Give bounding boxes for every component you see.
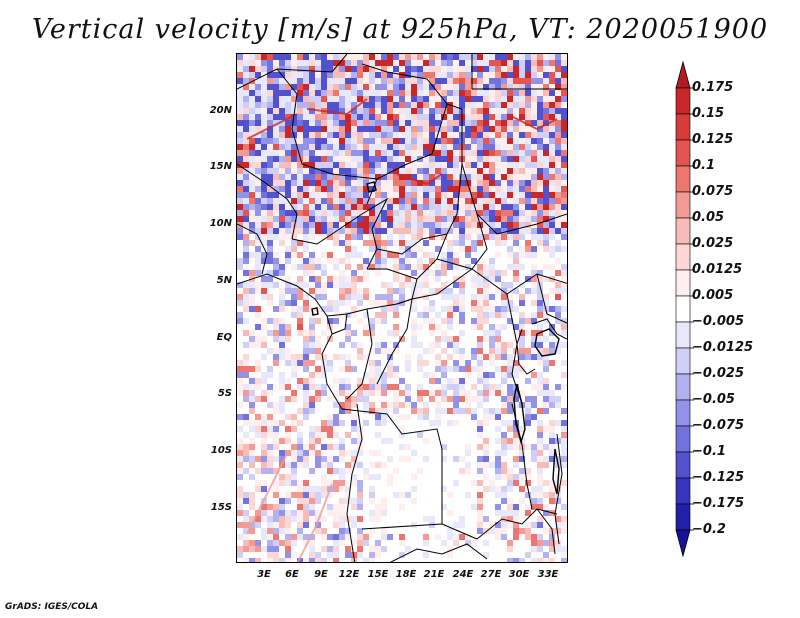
updraft-streak bbox=[396, 173, 443, 186]
colorbar-swatch bbox=[675, 243, 691, 271]
lon-tick-label: 9E bbox=[314, 569, 328, 580]
colorbar-label: −0.0125 bbox=[692, 340, 754, 355]
updraft-streak bbox=[246, 453, 288, 535]
colorbar-swatch bbox=[675, 295, 691, 323]
colorbar-swatch bbox=[675, 217, 691, 245]
updraft-streak bbox=[506, 113, 558, 131]
colorbar-label: 0.1 bbox=[692, 158, 716, 173]
colorbar-swatch bbox=[675, 399, 691, 427]
lon-tick-label: 33E bbox=[537, 569, 559, 580]
colorbar-swatch bbox=[675, 477, 691, 505]
vertical-velocity-field bbox=[237, 54, 567, 562]
lon-tick-label: 24E bbox=[452, 569, 474, 580]
velocity-cells bbox=[237, 54, 567, 562]
lon-tick-label: 27E bbox=[480, 569, 502, 580]
lon-tick-label: 3E bbox=[257, 569, 271, 580]
lat-tick-label: 5N bbox=[216, 275, 232, 286]
colorbar-label: 0.15 bbox=[692, 106, 725, 121]
colorbar-swatch bbox=[675, 321, 691, 349]
lat-tick-label: 10S bbox=[210, 445, 232, 456]
updraft-streak bbox=[296, 483, 333, 562]
lon-tick-label: 21E bbox=[423, 569, 445, 580]
colorbar-bottom-arrow bbox=[675, 529, 691, 558]
colorbar-swatch bbox=[675, 347, 691, 375]
colorbar-label: 0.05 bbox=[692, 210, 725, 225]
colorbar-swatch bbox=[675, 191, 691, 219]
colorbar-label: 0.075 bbox=[692, 184, 734, 199]
lat-tick-label: 20N bbox=[209, 105, 232, 116]
colorbar-label: 0.175 bbox=[692, 80, 734, 95]
colorbar-label: −0.075 bbox=[692, 418, 745, 433]
colorbar-swatch bbox=[675, 165, 691, 193]
colorbar-label: 0.125 bbox=[692, 132, 734, 147]
lat-tick-label: EQ bbox=[216, 332, 232, 343]
colorbar-label: −0.125 bbox=[692, 470, 745, 485]
lon-tick-label: 6E bbox=[285, 569, 299, 580]
lon-tick-label: 30E bbox=[508, 569, 530, 580]
colorbar-swatch bbox=[675, 139, 691, 167]
colorbar-label: 0.005 bbox=[692, 288, 734, 303]
colorbar-label: −0.2 bbox=[692, 522, 726, 537]
colorbar-swatch bbox=[675, 87, 691, 115]
updraft-streak bbox=[306, 98, 368, 116]
colorbar-swatch bbox=[675, 373, 691, 401]
lat-tick-label: 5S bbox=[217, 388, 232, 399]
country-borders bbox=[237, 54, 567, 562]
colorbar-swatch bbox=[675, 113, 691, 141]
colorbar-label: −0.05 bbox=[692, 392, 735, 407]
colorbar-label: −0.025 bbox=[692, 366, 745, 381]
colorbar-swatch bbox=[675, 425, 691, 453]
colorbar-swatch bbox=[675, 269, 691, 297]
colorbar-swatch bbox=[675, 503, 691, 531]
map-title: Vertical velocity [m/s] at 925hPa, VT: 2… bbox=[31, 14, 769, 45]
colorbar-label: −0.005 bbox=[692, 314, 745, 329]
lat-tick-label: 10N bbox=[209, 218, 232, 229]
updraft-streak bbox=[246, 113, 298, 140]
lat-tick-label: 15S bbox=[210, 502, 232, 513]
lon-tick-label: 12E bbox=[338, 569, 360, 580]
lon-tick-label: 15E bbox=[367, 569, 389, 580]
lat-tick-label: 15N bbox=[209, 161, 232, 172]
lon-tick-label: 18E bbox=[395, 569, 417, 580]
map-plot-area bbox=[236, 53, 568, 563]
colorbar-label: 0.025 bbox=[692, 236, 734, 251]
colorbar-top-arrow bbox=[675, 60, 691, 89]
colorbar-label: 0.0125 bbox=[692, 262, 743, 277]
colorbar-label: −0.175 bbox=[692, 496, 745, 511]
grads-credit: GrADS: IGES/COLA bbox=[5, 602, 99, 612]
colorbar-label: −0.1 bbox=[692, 444, 726, 459]
colorbar-swatch bbox=[675, 451, 691, 479]
